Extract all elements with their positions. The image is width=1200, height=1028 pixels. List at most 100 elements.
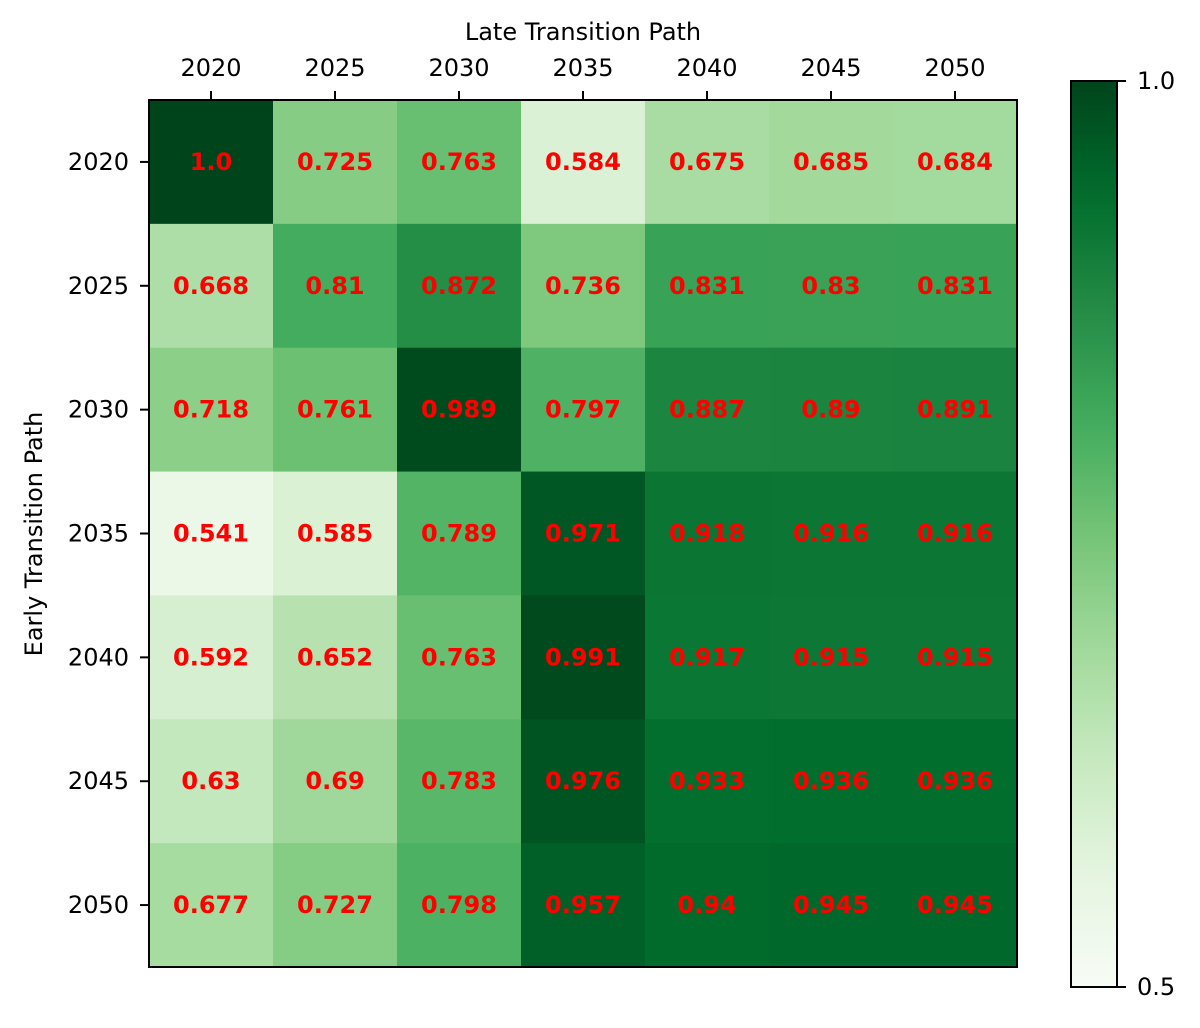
colorbar-tick-label: 0.5 <box>1137 973 1175 1001</box>
colorbar-ticks: 0.5 1.0 <box>1117 67 1175 1001</box>
cell-value-label: 0.971 <box>545 520 621 548</box>
cell-value-label: 0.761 <box>297 396 373 424</box>
cell-value-label: 0.763 <box>421 643 497 671</box>
heatmap-cell <box>645 223 770 349</box>
cell-value-label: 0.916 <box>793 520 869 548</box>
heatmap-cell <box>645 100 770 225</box>
heatmap-cell <box>149 471 274 596</box>
heatmap-cell <box>273 100 398 225</box>
cell-value-label: 0.831 <box>917 272 993 300</box>
cell-value-label: 0.916 <box>917 520 993 548</box>
cell-value-label: 0.936 <box>793 767 869 795</box>
heatmap-cell <box>893 223 1018 349</box>
cell-value-label: 0.677 <box>173 891 249 919</box>
y-tick-label: 2035 <box>68 520 129 548</box>
cell-value-label: 0.668 <box>173 272 249 300</box>
cell-value-label: 0.63 <box>181 767 240 795</box>
cell-value-label: 0.81 <box>305 272 364 300</box>
heatmap-cell <box>769 223 894 349</box>
heatmap-cell <box>397 347 522 473</box>
cell-value-label: 0.933 <box>669 767 745 795</box>
x-axis-ticks: 2020 2025 2030 2035 2040 2045 2050 <box>180 54 986 100</box>
heatmap-cell <box>397 471 522 596</box>
heatmap-cell <box>397 223 522 349</box>
heatmap-cell <box>645 347 770 473</box>
heatmap-cell <box>397 100 522 225</box>
cell-value-label: 0.725 <box>297 148 373 176</box>
heatmap-cell <box>645 719 770 844</box>
cell-value-label: 0.945 <box>917 891 993 919</box>
heatmap-cell <box>893 843 1018 968</box>
heatmap-cells <box>149 100 1018 968</box>
cell-value-label: 0.798 <box>421 891 497 919</box>
x-axis-title: Late Transition Path <box>465 18 701 46</box>
heatmap-cell <box>521 719 646 844</box>
y-tick-label: 2025 <box>68 272 129 300</box>
cell-value-label: 0.89 <box>801 396 860 424</box>
heatmap-cell <box>149 595 274 720</box>
heatmap-cell <box>149 100 274 225</box>
heatmap-cell <box>397 843 522 968</box>
heatmap-cell <box>149 843 274 968</box>
cell-value-label: 0.976 <box>545 767 621 795</box>
cell-value-label: 0.991 <box>545 643 621 671</box>
heatmap-cell <box>893 347 1018 473</box>
cell-value-label: 0.957 <box>545 891 621 919</box>
cell-value-label: 0.585 <box>297 520 373 548</box>
y-tick-label: 2030 <box>68 396 129 424</box>
y-tick-label: 2045 <box>68 767 129 795</box>
y-axis-ticks: 2020 2025 2030 2035 2040 2045 2050 <box>68 148 149 919</box>
cell-value-label: 0.831 <box>669 272 745 300</box>
cell-value-label: 0.69 <box>305 767 364 795</box>
cell-value-label: 0.652 <box>297 643 373 671</box>
x-tick-label: 2030 <box>428 54 489 82</box>
cell-value-label: 0.918 <box>669 520 745 548</box>
x-tick-label: 2025 <box>304 54 365 82</box>
heatmap-cell <box>149 223 274 349</box>
heatmap-cell <box>769 471 894 596</box>
cell-value-label: 0.789 <box>421 520 497 548</box>
cell-value-label: 0.887 <box>669 396 745 424</box>
heatmap-cell <box>397 719 522 844</box>
cell-value-label: 0.83 <box>801 272 860 300</box>
cell-value-label: 1.0 <box>190 148 233 176</box>
cell-value-label: 0.936 <box>917 767 993 795</box>
y-tick-label: 2040 <box>68 643 129 671</box>
heatmap-cell <box>273 595 398 720</box>
heatmap-cell <box>769 347 894 473</box>
cell-value-label: 0.675 <box>669 148 745 176</box>
cell-value-label: 0.685 <box>793 148 869 176</box>
heatmap-cell <box>273 471 398 596</box>
cell-value-label: 0.584 <box>545 148 621 176</box>
cell-value-label: 0.945 <box>793 891 869 919</box>
cell-value-label: 0.917 <box>669 643 745 671</box>
heatmap-cell <box>149 719 274 844</box>
heatmap-cell <box>893 471 1018 596</box>
cell-value-label: 0.94 <box>677 891 736 919</box>
heatmap-cell <box>521 595 646 720</box>
cell-value-label: 0.891 <box>917 396 993 424</box>
colorbar <box>1070 80 1118 988</box>
heatmap-cell <box>149 347 274 473</box>
heatmap-cell <box>273 719 398 844</box>
cell-value-label: 0.684 <box>917 148 993 176</box>
heatmap-cell <box>769 100 894 225</box>
x-tick-label: 2035 <box>552 54 613 82</box>
heatmap-cell <box>893 100 1018 225</box>
cell-value-label: 0.783 <box>421 767 497 795</box>
y-tick-label: 2020 <box>68 148 129 176</box>
cell-value-label: 0.915 <box>793 643 869 671</box>
heatmap-cell <box>273 347 398 473</box>
x-tick-label: 2045 <box>800 54 861 82</box>
cell-value-label: 0.736 <box>545 272 621 300</box>
x-tick-label: 2020 <box>180 54 241 82</box>
heatmap-cell <box>521 347 646 473</box>
heatmap-cell <box>645 843 770 968</box>
cell-value-label: 0.592 <box>173 643 249 671</box>
cell-value-label: 0.989 <box>421 396 497 424</box>
heatmap-cell <box>521 223 646 349</box>
cell-value-labels: 1.0 0.725 0.763 0.584 0.675 0.685 0.684 0.668 0.… <box>173 148 993 919</box>
heatmap-cell <box>769 595 894 720</box>
y-axis-title: Early Transition Path <box>20 412 48 657</box>
